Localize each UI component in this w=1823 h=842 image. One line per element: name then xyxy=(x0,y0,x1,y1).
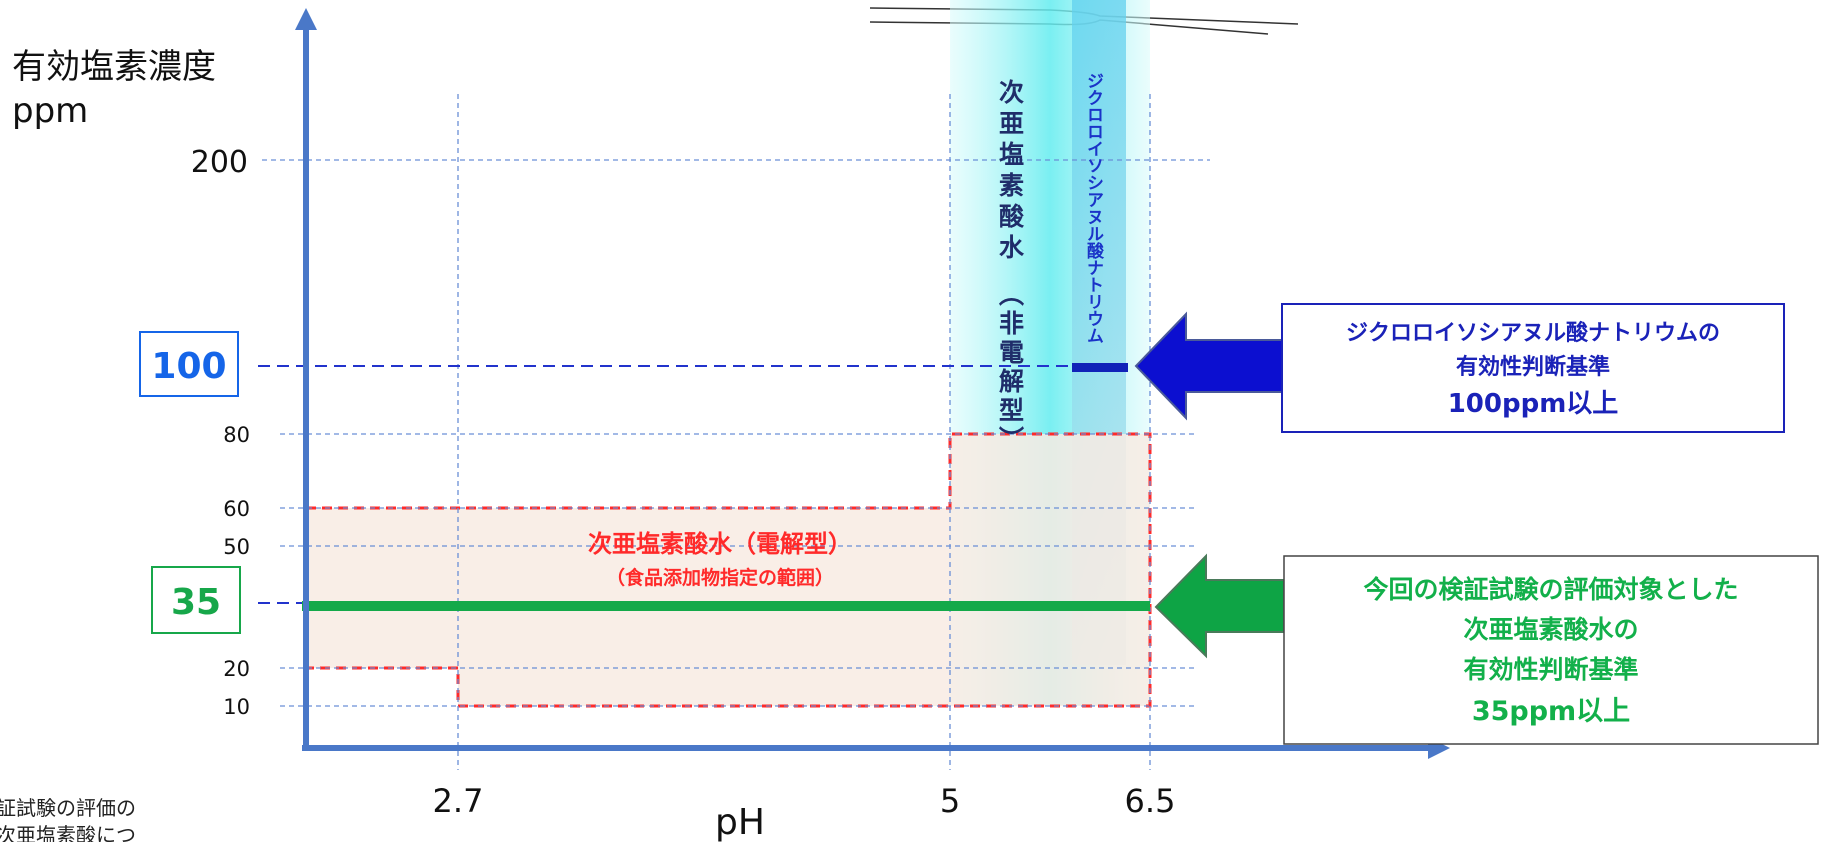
threshold-100-bar xyxy=(1072,363,1128,372)
y-tick-label: 60 xyxy=(223,497,250,521)
grid-lines xyxy=(262,94,1210,770)
footnote-line1: 証試験の評価の xyxy=(0,796,136,820)
axes xyxy=(295,8,1450,759)
svg-text:有効性判断基準: 有効性判断基準 xyxy=(1463,655,1638,684)
x-tick-label: 2.7 xyxy=(433,782,484,820)
svg-text:次亜塩素酸水の: 次亜塩素酸水の xyxy=(1463,615,1638,644)
y-tick-label: 200 xyxy=(191,145,248,180)
dcc-arrow xyxy=(1134,311,1285,421)
marker-100-box: 100 xyxy=(139,331,239,397)
dcc-callout: ジクロロイソシアヌル酸ナトリウムの 有効性判断基準 100ppm以上 xyxy=(1281,303,1785,433)
hoc-arrow xyxy=(1154,553,1285,659)
x-tick-label: 5 xyxy=(940,782,960,820)
footnote-line2: 次亜塩素酸につ xyxy=(0,823,136,842)
electrolytic-sublabel: （食品添加物指定の範囲） xyxy=(606,566,834,589)
svg-text:今回の検証試験の評価対象とした: 今回の検証試験の評価対象とした xyxy=(1363,575,1738,604)
hoc-callout: 今回の検証試験の評価対象とした 次亜塩素酸水の 有効性判断基準 35ppm以上 xyxy=(1283,555,1819,745)
y-tick-label: 50 xyxy=(223,535,250,559)
y-tick-label: 80 xyxy=(223,423,250,447)
svg-text:（非電解型）: （非電解型） xyxy=(996,281,1025,455)
y-axis-unit: ppm xyxy=(12,91,88,131)
x-axis-title: pH xyxy=(715,802,765,842)
svg-text:有効性判断基準: 有効性判断基準 xyxy=(1456,354,1610,380)
y-axis-title: 有効塩素濃度 xyxy=(12,47,216,87)
svg-text:35ppm以上: 35ppm以上 xyxy=(1472,696,1630,727)
x-tick-label: 6.5 xyxy=(1125,782,1176,820)
marker-35-box: 35 xyxy=(151,566,241,634)
non-electrolytic-label: 次亜塩素酸水 （非電解型） xyxy=(996,79,1025,455)
y-tick-labels: 200 80 60 50 20 10 xyxy=(191,145,250,719)
svg-text:次亜塩素酸水: 次亜塩素酸水 xyxy=(996,79,1025,265)
svg-text:ジクロロイソシアヌル酸ナトリウムの: ジクロロイソシアヌル酸ナトリウムの xyxy=(1346,321,1720,346)
x-tick-labels: 2.7 5 6.5 xyxy=(433,782,1176,820)
threshold-35-bar xyxy=(302,601,1150,611)
svg-text:35: 35 xyxy=(171,582,221,623)
y-tick-label: 20 xyxy=(223,657,250,681)
y-tick-label: 10 xyxy=(223,695,250,719)
svg-text:100ppm以上: 100ppm以上 xyxy=(1448,389,1619,419)
svg-text:100: 100 xyxy=(151,346,226,387)
dcc-label: ジクロロイソシアヌル酸ナトリウム xyxy=(1083,72,1104,344)
electrolytic-label: 次亜塩素酸水（電解型） xyxy=(588,530,852,558)
